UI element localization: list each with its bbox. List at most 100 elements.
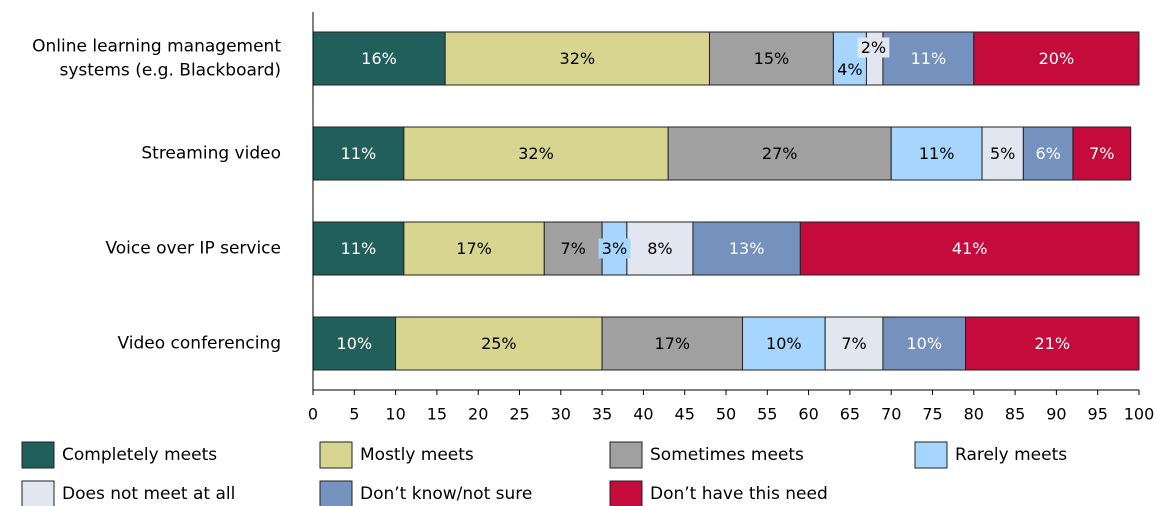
bar-segment (824, 316, 884, 371)
bar-segment (444, 31, 710, 86)
segment-label: 27% (762, 144, 798, 163)
segment-label: 3% (602, 239, 627, 258)
segment-label: 21% (1034, 334, 1070, 353)
segment-label: 25% (481, 334, 517, 353)
bar-segment (882, 316, 967, 371)
bar-segment (981, 126, 1024, 181)
legend-swatch (609, 441, 643, 469)
x-tick-label: 35 (592, 405, 612, 424)
segment-label: 10% (766, 334, 802, 353)
legend-swatch (914, 441, 948, 469)
segment-label: 17% (655, 334, 691, 353)
segment-label: 7% (841, 334, 866, 353)
legend-label: Don’t know/not sure (360, 484, 532, 504)
segment-label-background (598, 238, 631, 259)
bar-segment (799, 221, 1140, 276)
legend-label: Completely meets (62, 445, 217, 465)
bar-segment (1022, 126, 1074, 181)
segment-label: 8% (647, 239, 672, 258)
segment-label: 11% (919, 144, 955, 163)
segment-label: 6% (1035, 144, 1060, 163)
x-tick-label: 55 (757, 405, 777, 424)
segment-label: 11% (341, 239, 377, 258)
bar-segment (667, 126, 892, 181)
x-tick-label: 95 (1088, 405, 1108, 424)
x-tick-label: 15 (427, 405, 447, 424)
x-tick-label: 70 (881, 405, 901, 424)
bars-layer (312, 31, 1140, 371)
segment-label: 15% (754, 49, 790, 68)
segment-label: 17% (456, 239, 492, 258)
x-tick-label: 25 (509, 405, 529, 424)
bar-segment (1072, 126, 1132, 181)
x-axis: 0 5 10 15 20 25 30 35 40 45 50 55 60 65 70 75 80 85 90 95 10… (308, 12, 1154, 424)
segment-label: 32% (518, 144, 554, 163)
legend-label: Mostly meets (360, 445, 474, 465)
segment-label: 11% (341, 144, 377, 163)
category-labels-layer: Online learning management systems (e.g. … (32, 37, 281, 354)
legend-swatch (21, 441, 55, 469)
bar-segment (692, 221, 801, 276)
category-label: Streaming video (141, 144, 281, 164)
legend-label: Don’t have this need (650, 484, 828, 504)
bar-segment (890, 126, 983, 181)
segment-label: 13% (729, 239, 765, 258)
legend-swatch (609, 480, 643, 506)
segment-label-background (857, 37, 890, 58)
segment-label: 5% (990, 144, 1015, 163)
category-label: Voice over IP service (105, 239, 281, 259)
legend: Completely meets Mostly meets Sometimes me… (21, 441, 1067, 506)
bar-segment (403, 221, 545, 276)
bar-segment (403, 126, 669, 181)
x-tick-label: 5 (349, 405, 359, 424)
x-tick-label: 80 (964, 405, 984, 424)
bar-segment (312, 221, 405, 276)
x-tick-label: 75 (922, 405, 942, 424)
segment-label: 10% (337, 334, 373, 353)
x-tick-label: 100 (1124, 405, 1155, 424)
segment-label: 20% (1039, 49, 1075, 68)
legend-swatch (21, 480, 55, 506)
legend-label: Sometimes meets (650, 445, 804, 465)
segment-label: 41% (952, 239, 988, 258)
x-tick-label: 50 (716, 405, 736, 424)
bar-segment (312, 316, 397, 371)
x-tick-label: 65 (840, 405, 860, 424)
legend-swatch (319, 441, 353, 469)
category-label: Video conferencing (118, 334, 281, 354)
segment-label: 2% (861, 38, 886, 57)
segment-labels-layer: 16% 32% 15% 4% 2% 11% 20% 11% 32% 27% 11% 5% 6% 7% 11%… (337, 37, 1115, 353)
segment-label: 10% (906, 334, 942, 353)
segment-label: 11% (911, 49, 947, 68)
x-tick-label: 30 (551, 405, 571, 424)
segment-label: 16% (361, 49, 397, 68)
bar-segment (973, 31, 1140, 86)
bar-segment (742, 316, 826, 371)
segment-label: 4% (837, 60, 862, 79)
bar-segment (395, 316, 603, 371)
bar-segment (312, 31, 446, 86)
bar-segment (882, 31, 975, 86)
bar-segment (543, 221, 603, 276)
x-tick-label: 45 (675, 405, 695, 424)
bar-segment (601, 316, 744, 371)
legend-label: Does not meet at all (62, 484, 235, 504)
bar-segment (708, 31, 834, 86)
segment-label: 7% (1089, 144, 1114, 163)
x-tick-label: 20 (468, 405, 488, 424)
category-label: systems (e.g. Blackboard) (59, 61, 281, 81)
x-tick-label: 60 (798, 405, 818, 424)
bar-segment (312, 126, 405, 181)
segment-label: 32% (560, 49, 596, 68)
segment-label-background (833, 59, 866, 80)
x-tick-label: 10 (385, 405, 405, 424)
x-tick-label: 40 (633, 405, 653, 424)
bar-segment (626, 221, 694, 276)
x-tick-label: 90 (1046, 405, 1066, 424)
segment-label: 7% (560, 239, 585, 258)
legend-label: Rarely meets (955, 445, 1067, 465)
category-label: Online learning management (32, 37, 281, 57)
bar-segment (965, 316, 1140, 371)
x-tick-label: 85 (1005, 405, 1025, 424)
